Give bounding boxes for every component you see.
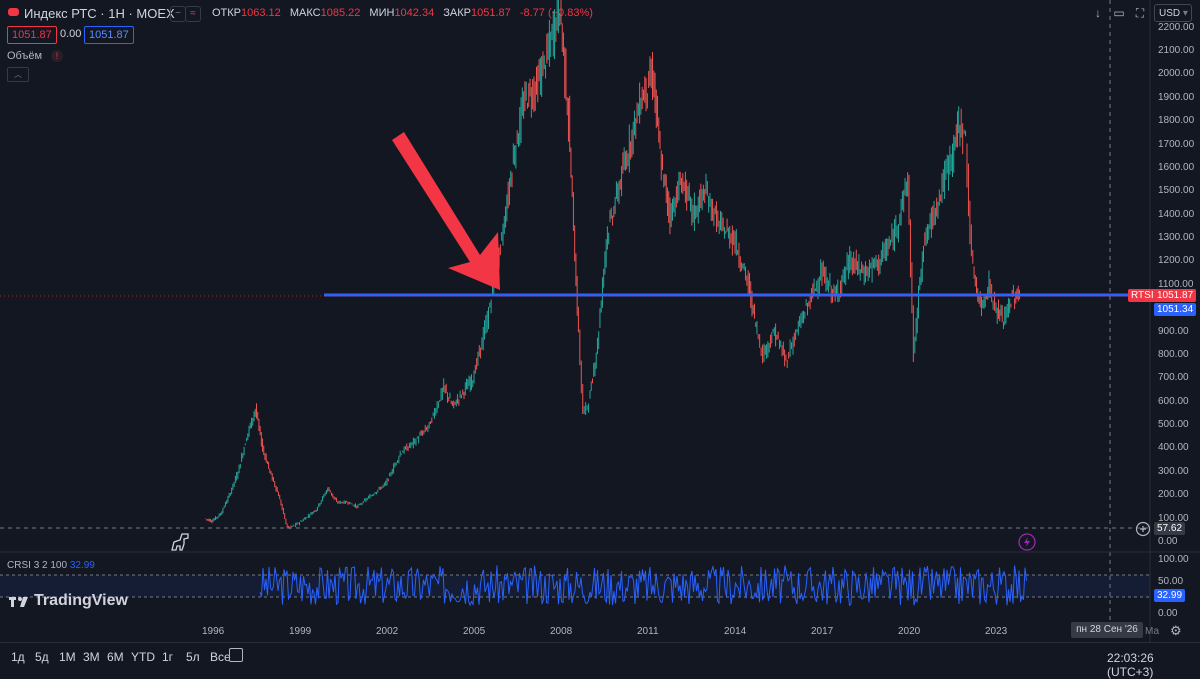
time-tick: 2017 xyxy=(811,626,834,637)
price-tick: 300.00 xyxy=(1158,465,1189,477)
price-tick: 0.00 xyxy=(1158,536,1178,547)
line-price-tag: 1051.34 xyxy=(1154,303,1197,316)
time-tick: 2008 xyxy=(550,626,573,637)
currency-select[interactable]: USD ▾ xyxy=(1154,4,1192,22)
ohlc-readout: ОТКР1063.12 МАКС1085.22 МИН1042.34 ЗАКР1… xyxy=(212,7,599,19)
crsi-tick: 100.00 xyxy=(1158,554,1189,565)
lightning-icon[interactable] xyxy=(1018,533,1036,551)
change-value: -8.77 (−0.83%) xyxy=(519,7,593,19)
range-button[interactable]: 1М xyxy=(59,650,76,664)
price-tick: 1800.00 xyxy=(1158,115,1195,127)
settings-icon[interactable]: ⚙ xyxy=(1170,623,1182,638)
annotation-arrow[interactable] xyxy=(392,132,500,290)
tradingview-logo-icon xyxy=(9,597,28,607)
last-price-tag: 1051.87 xyxy=(1154,289,1197,302)
crsi-legend[interactable]: CRSI 3 2 100 32.99 xyxy=(7,560,95,571)
range-button[interactable]: 5д xyxy=(35,650,49,664)
time-tick: 2011 xyxy=(637,626,659,637)
crsi-tick: 50.00 xyxy=(1158,576,1184,587)
spread-value: 0.00 xyxy=(60,28,82,40)
add-alert-icon[interactable] xyxy=(1135,521,1151,537)
time-tick: 2020 xyxy=(898,626,921,637)
price-series xyxy=(205,0,1020,530)
time-tick: 2005 xyxy=(463,626,486,637)
warning-icon[interactable]: ! xyxy=(51,50,63,62)
open-value: 1063.12 xyxy=(241,7,281,19)
symbol-title[interactable]: Индекс РТС · 1Н · MOEX xyxy=(24,6,175,21)
brand-name[interactable]: TradingView xyxy=(34,592,128,609)
price-tick: 2200.00 xyxy=(1158,21,1195,33)
close-label: ЗАКР xyxy=(443,7,471,19)
crosshair-date-tag: пн 28 Сен '26 xyxy=(1071,622,1143,638)
range-button[interactable]: YTD xyxy=(131,650,155,664)
price-tick: 100.00 xyxy=(1158,512,1189,524)
price-tick: 500.00 xyxy=(1158,419,1189,431)
range-button[interactable]: 5л xyxy=(186,650,200,664)
range-button[interactable]: 6М xyxy=(107,650,124,664)
range-button[interactable]: Все xyxy=(210,650,231,664)
crsi-value-tag: 32.99 xyxy=(1154,589,1186,602)
restore-icon[interactable]: ▭ xyxy=(1113,6,1125,20)
dinosaur-icon xyxy=(171,533,189,551)
download-icon[interactable]: ↓ xyxy=(1095,6,1101,20)
time-tick: 2002 xyxy=(376,626,399,637)
range-button[interactable]: 1д xyxy=(11,650,25,664)
price-tick: 1900.00 xyxy=(1158,91,1195,103)
price-tick: 1700.00 xyxy=(1158,138,1195,150)
collapse-legend-icon[interactable]: ︿ xyxy=(7,67,29,82)
wave-icon[interactable]: ≈ xyxy=(185,6,201,22)
low-value: 1042.34 xyxy=(394,7,435,19)
buy-price-button[interactable]: 1051.87 xyxy=(84,26,134,44)
price-tick: 1400.00 xyxy=(1158,208,1195,220)
open-label: ОТКР xyxy=(212,7,242,19)
sell-price-button[interactable]: 1051.87 xyxy=(7,26,57,44)
low-label: МИН xyxy=(369,7,395,19)
crsi-value: 32.99 xyxy=(69,560,95,571)
range-button[interactable]: 3М xyxy=(83,650,100,664)
crsi-tick: 0.00 xyxy=(1158,608,1178,619)
symbol-tag: RTSI xyxy=(1128,289,1157,302)
price-tick: 1600.00 xyxy=(1158,161,1195,173)
currency-label: USD xyxy=(1159,8,1181,19)
high-label: МАКС xyxy=(289,7,321,19)
price-tick: 700.00 xyxy=(1158,372,1189,384)
price-tick: 2000.00 xyxy=(1158,68,1195,80)
range-button[interactable]: 1г xyxy=(162,650,174,664)
price-tick: 200.00 xyxy=(1158,489,1189,501)
price-tick: 1300.00 xyxy=(1158,232,1195,244)
price-tick: 600.00 xyxy=(1158,395,1189,407)
volume-label[interactable]: Объём xyxy=(7,50,43,62)
high-value: 1085.22 xyxy=(320,7,361,19)
symbol-flag-icon xyxy=(8,8,19,16)
time-tick: 1999 xyxy=(289,626,312,637)
close-value: 1051.87 xyxy=(471,7,511,19)
time-tick-cut: Ма xyxy=(1145,626,1160,637)
price-tick: 900.00 xyxy=(1158,325,1189,337)
price-tick: 400.00 xyxy=(1158,442,1189,454)
price-tick: 1200.00 xyxy=(1158,255,1195,267)
crsi-name: CRSI xyxy=(7,560,31,571)
time-tick: 1996 xyxy=(202,626,225,637)
crosshair-price-tag: 57.62 xyxy=(1154,522,1186,535)
price-tick: 1100.00 xyxy=(1158,278,1194,290)
time-tick: 2014 xyxy=(724,626,747,637)
crsi-line xyxy=(259,564,1027,607)
maximize-icon[interactable]: ⛶ xyxy=(1135,6,1145,20)
time-tick: 2023 xyxy=(985,626,1008,637)
date-range-icon[interactable] xyxy=(229,648,243,662)
price-tick: 800.00 xyxy=(1158,348,1189,360)
price-tick: 2100.00 xyxy=(1158,45,1195,57)
crsi-params: 3 2 100 xyxy=(33,560,68,571)
bottom-toolbar xyxy=(0,642,1200,676)
price-tick: 1500.00 xyxy=(1158,185,1195,197)
